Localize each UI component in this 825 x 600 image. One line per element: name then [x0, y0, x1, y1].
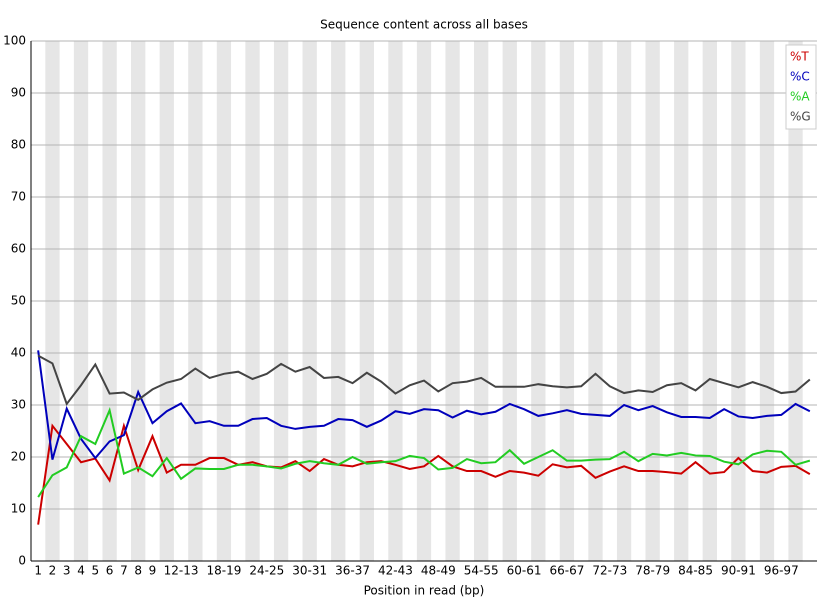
series-line [37, 422, 811, 525]
chart-title: Sequence content across all bases [320, 18, 528, 32]
y-tick-label: 50 [11, 294, 26, 308]
x-tick-label: 30-31 [292, 564, 327, 578]
x-tick-label: 4 [77, 564, 85, 578]
x-tick-label: 90-91 [721, 564, 756, 578]
y-tick-label: 20 [11, 450, 26, 464]
x-tick-label: 12-13 [164, 564, 199, 578]
x-tick-label: 5 [91, 564, 99, 578]
x-tick-label: 96-97 [764, 564, 799, 578]
x-tick-label: 54-55 [464, 564, 499, 578]
y-tick-label: 80 [11, 138, 26, 152]
legend-entry: %G [790, 110, 811, 124]
x-tick-label: 7 [120, 564, 128, 578]
legend-entry: %T [790, 50, 809, 64]
x-tick-label: 1 [34, 564, 42, 578]
x-tick-label: 24-25 [249, 564, 284, 578]
series-line [37, 406, 811, 498]
x-tick-label: 9 [149, 564, 157, 578]
y-tick-label: 100 [3, 34, 26, 48]
y-tick-label: 60 [11, 242, 26, 256]
y-tick-label: 70 [11, 190, 26, 204]
x-tick-label: 3 [63, 564, 71, 578]
x-tick-label: 66-67 [549, 564, 584, 578]
y-tick-label: 30 [11, 398, 26, 412]
y-tick-label: 0 [18, 554, 26, 568]
y-tick-label: 40 [11, 346, 26, 360]
x-tick-label: 36-37 [335, 564, 370, 578]
x-tick-label: 72-73 [592, 564, 627, 578]
x-tick-label: 78-79 [635, 564, 670, 578]
x-tick-label: 6 [106, 564, 114, 578]
x-tick-label: 2 [49, 564, 57, 578]
x-axis-label: Position in read (bp) [364, 584, 485, 598]
y-tick-label: 10 [11, 502, 26, 516]
legend-entry: %A [790, 90, 810, 104]
x-tick-label: 42-43 [378, 564, 413, 578]
legend-box [785, 44, 817, 130]
x-tick-label: 60-61 [507, 564, 542, 578]
x-tick-label: 48-49 [421, 564, 456, 578]
x-tick-label: 18-19 [206, 564, 241, 578]
series-line [37, 354, 811, 407]
x-tick-label: 8 [134, 564, 142, 578]
y-tick-label: 90 [11, 86, 26, 100]
legend-entry: %C [790, 70, 810, 84]
series-line [37, 350, 811, 460]
x-tick-label: 84-85 [678, 564, 713, 578]
